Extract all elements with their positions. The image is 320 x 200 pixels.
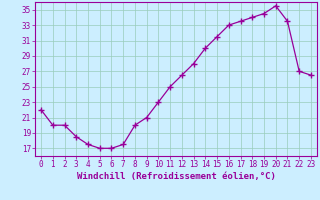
X-axis label: Windchill (Refroidissement éolien,°C): Windchill (Refroidissement éolien,°C)	[76, 172, 276, 181]
